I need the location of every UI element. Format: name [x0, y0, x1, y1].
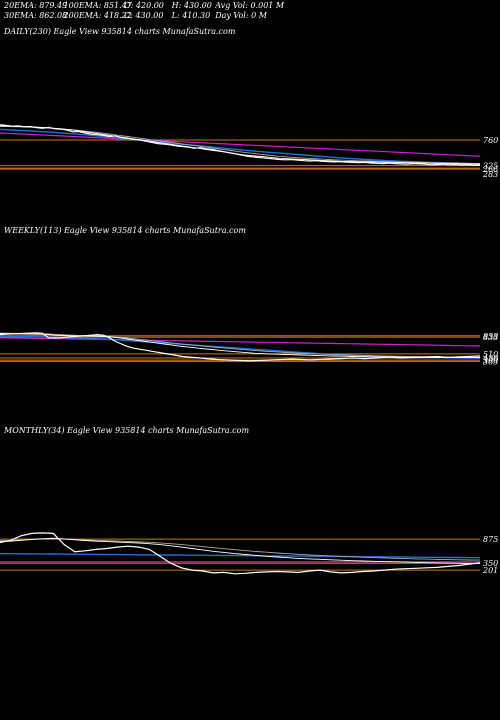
stat-20ema: 20EMA: 879.49 — [4, 1, 68, 10]
monthly-ema20-line — [0, 537, 481, 565]
stats-row-1: 20EMA: 879.49 100EMA: 851.47 O: 420.00 H… — [4, 1, 284, 11]
monthly-level-label: 201 — [482, 566, 498, 575]
stat-200ema: 200EMA: 418.22 — [63, 11, 132, 20]
daily-price-line — [0, 124, 481, 167]
monthly-panel-title: MONTHLY(34) Eagle View 935814 charts Mun… — [4, 426, 250, 435]
stat-100ema: 100EMA: 851.47 — [63, 1, 132, 10]
weekly-panel-title: WEEKLY(113) Eagle View 935814 charts Mun… — [4, 226, 246, 235]
stat-high: H: 430.00 — [171, 1, 212, 10]
stat-day-vol: Day Vol: 0 M — [215, 11, 267, 20]
weekly-level-label: 510 — [483, 350, 498, 359]
stat-open: O: 420.00 — [124, 1, 164, 10]
monthly-ema100-line — [0, 552, 481, 559]
daily-level-label: 760 — [483, 136, 498, 145]
weekly-level-label: 390 — [483, 356, 498, 365]
monthly-level-label: 350 — [483, 559, 498, 568]
daily-level-label: 266 — [482, 165, 498, 174]
daily-ema30-line — [0, 126, 481, 164]
weekly-level-label: 430 — [482, 354, 498, 363]
daily-panel-title: DAILY(230) Eagle View 935814 charts Muna… — [4, 27, 236, 36]
daily-level-label: 325 — [483, 162, 498, 171]
stats-row-2: 30EMA: 862.08 200EMA: 418.22 C: 430.00 L… — [4, 11, 284, 21]
weekly-level-label: 858 — [483, 332, 498, 341]
weekly-ema200-line — [0, 337, 481, 347]
stat-30ema: 30EMA: 862.08 — [4, 11, 68, 20]
daily-ema100-line — [0, 128, 481, 165]
stat-low: L: 410.30 — [171, 11, 211, 20]
monthly-level-label: 875 — [483, 535, 498, 544]
weekly-price-line — [0, 332, 481, 362]
weekly-level-label: 365 — [483, 357, 498, 366]
stats-header: 20EMA: 879.49 100EMA: 851.47 O: 420.00 H… — [4, 1, 284, 21]
weekly-level-label: 833 — [483, 333, 498, 342]
monthly-ema30-line — [0, 538, 481, 561]
stat-close: C: 430.00 — [124, 11, 164, 20]
monthly-price-line — [0, 532, 481, 575]
daily-level-label: 283 — [482, 170, 498, 179]
daily-ema200-line — [0, 132, 481, 157]
weekly-ema30-line — [0, 332, 481, 358]
stat-avg-vol: Avg Vol: 0.001 M — [215, 1, 285, 10]
